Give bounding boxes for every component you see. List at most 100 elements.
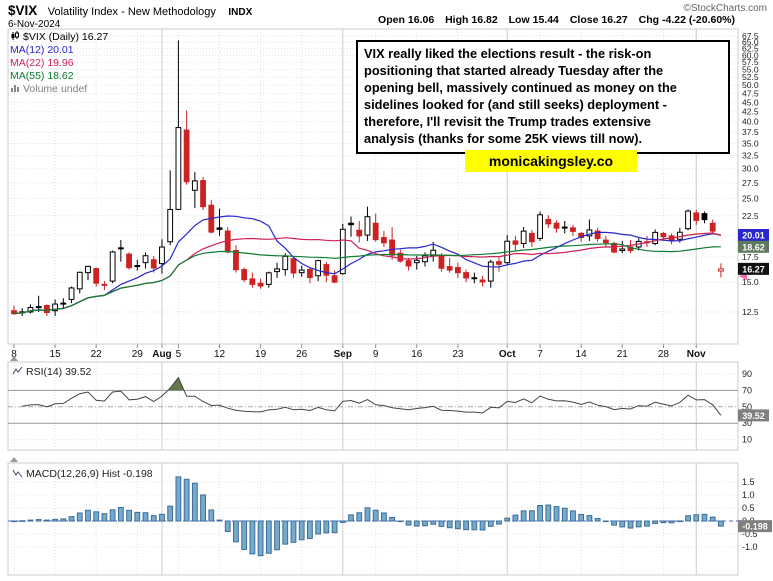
- candle-body: [413, 259, 420, 264]
- macd-histogram-bar: [11, 520, 17, 523]
- annotation-line: therefore, I'll revisit the Trump trades…: [364, 114, 651, 129]
- candle-body: [167, 208, 174, 243]
- y-axis-label: 35.0: [742, 138, 759, 148]
- macd-histogram-bar: [19, 520, 26, 522]
- candle-body: [537, 214, 543, 239]
- macd-histogram-bar: [68, 516, 75, 522]
- candle-body: [290, 258, 297, 274]
- macd-histogram-bar: [134, 511, 141, 522]
- y-axis-label: 27.5: [742, 178, 759, 188]
- candle-body: [397, 252, 404, 262]
- axis-value-box: [738, 240, 769, 253]
- y-axis-label: 42.5: [742, 107, 759, 117]
- candle-body: [43, 305, 50, 314]
- ma-line-55: [13, 243, 721, 315]
- candle-body: [545, 218, 552, 225]
- x-axis-label: 5: [176, 349, 182, 360]
- y-axis-label: 62.5: [742, 44, 759, 54]
- candle-body: [93, 268, 100, 284]
- candle-body: [463, 272, 470, 279]
- annotation-line: sidelines looked for (and still seeks) d…: [364, 97, 667, 112]
- macd-histogram-bar: [644, 520, 650, 527]
- macd-histogram-bar: [331, 520, 338, 534]
- macd-histogram-bar: [85, 509, 91, 522]
- exchange-tag: INDX: [228, 7, 253, 18]
- x-axis-label: 29: [132, 349, 144, 360]
- candle-body: [216, 227, 223, 230]
- x-axis-label: 16: [411, 349, 423, 360]
- macd-histogram-bar: [93, 511, 100, 522]
- legend-volume: Volume undef: [10, 83, 108, 96]
- macd-histogram-bar: [397, 520, 404, 523]
- x-axis-label: 21: [617, 349, 629, 360]
- candle-body: [594, 230, 601, 240]
- y-axis-label: 52.5: [742, 72, 759, 82]
- candle-body: [27, 306, 34, 313]
- x-axis-label: 23: [452, 349, 464, 360]
- rsi-line: [22, 376, 722, 416]
- candle-body: [586, 229, 593, 237]
- macd-histogram-bar: [208, 509, 215, 522]
- macd-histogram-bar: [660, 520, 667, 524]
- macd-histogram-bar: [594, 517, 601, 522]
- candle-body: [85, 265, 91, 274]
- y-axis-label: 67.5: [742, 31, 759, 41]
- macd-histogram-bar: [224, 520, 231, 533]
- macd-histogram-bar: [676, 520, 683, 523]
- candle-body: [652, 231, 659, 244]
- candle-body: [257, 282, 264, 287]
- quote-high-value: 16.82: [471, 14, 498, 26]
- candle-body: [709, 222, 716, 232]
- legend-ma22: MA(22) 19.96: [10, 57, 108, 70]
- macd-histogram-bar: [496, 520, 502, 525]
- candle-body: [570, 227, 576, 232]
- macd-histogram-bar: [109, 509, 116, 522]
- quote-close-value: 16.27: [601, 14, 628, 26]
- macd-histogram-bar: [298, 520, 305, 541]
- volume-icon: [11, 85, 19, 92]
- candle-body: [150, 259, 157, 269]
- x-axis-label: 14: [576, 349, 588, 360]
- candle-body: [60, 302, 67, 305]
- panel-collapse-icon: [10, 457, 18, 462]
- panel-border: [7, 462, 739, 576]
- rsi-axis-label: 70: [742, 385, 752, 395]
- candle-body: [339, 228, 346, 275]
- rsi-value-text: 39.52: [742, 411, 765, 421]
- macd-histogram-bar: [233, 520, 239, 543]
- candle-body: [241, 269, 248, 281]
- macd-histogram-bar: [586, 515, 593, 522]
- x-axis-label: Oct: [499, 349, 516, 360]
- macd-histogram-bar: [701, 513, 708, 522]
- macd-histogram-bar: [446, 520, 453, 529]
- macd-histogram-bar: [430, 520, 437, 525]
- macd-histogram-bar: [241, 520, 248, 550]
- candle-body: [191, 180, 198, 191]
- axis-value-box: [738, 262, 769, 275]
- macd-histogram-bar: [117, 506, 124, 522]
- candle-body: [561, 226, 568, 229]
- y-axis-label: 15.0: [742, 277, 759, 287]
- candle-body: [372, 222, 379, 241]
- rsi-axis-label: 50: [742, 402, 752, 412]
- macd-histogram-bar: [339, 520, 346, 523]
- macd-histogram-bar: [528, 510, 535, 522]
- macd-histogram-bar: [718, 520, 724, 527]
- chart-title: Volatility Index - New Methodology: [47, 6, 216, 18]
- axis-value-text: 20.01: [742, 230, 765, 240]
- candle-body: [701, 213, 708, 221]
- macd-histogram-bar: [627, 520, 634, 529]
- candle-body: [159, 246, 165, 265]
- macd-histogram-bar: [487, 520, 494, 527]
- macd-histogram-bar: [27, 519, 34, 522]
- stockcharts-credit: ©StockCharts.com: [683, 3, 767, 14]
- macd-histogram-bar: [668, 520, 675, 524]
- candle-body: [364, 216, 371, 236]
- macd-histogram-bar: [471, 520, 478, 531]
- symbol: $VIX: [8, 3, 38, 18]
- candle-body: [307, 269, 313, 279]
- candle-body: [101, 283, 108, 286]
- macd-axis-label: 1.0: [742, 490, 755, 500]
